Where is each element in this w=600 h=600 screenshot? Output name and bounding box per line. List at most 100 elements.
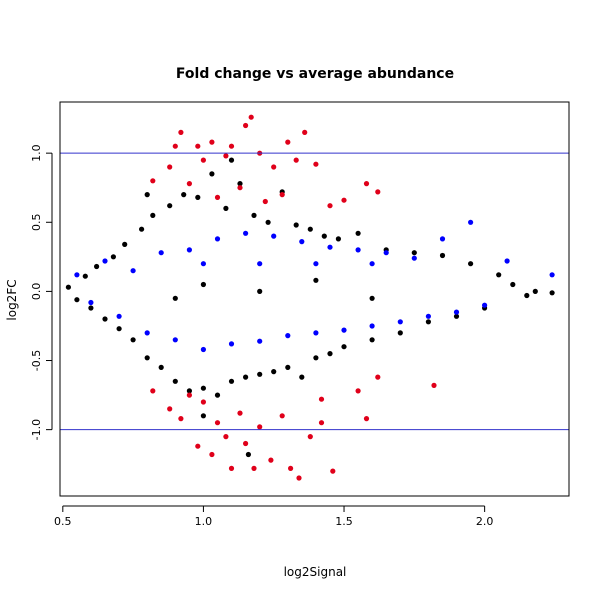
scatter-point — [262, 198, 268, 205]
scatter-point — [411, 250, 417, 256]
scatter-point — [439, 252, 446, 259]
scatter-point — [307, 434, 313, 440]
scatter-point — [223, 434, 229, 440]
scatter-point — [94, 263, 100, 270]
scatter-point — [251, 465, 257, 471]
scatter-point — [200, 346, 206, 353]
y-tick-label: 1.0 — [30, 144, 43, 162]
scatter-point — [299, 239, 305, 245]
scatter-point — [195, 443, 201, 449]
scatter-point — [431, 382, 437, 388]
scatter-point — [172, 143, 178, 149]
scatter-point — [327, 351, 333, 357]
scatter-point — [228, 143, 235, 149]
scatter-point — [355, 230, 361, 236]
scatter-point — [327, 203, 333, 209]
scatter-point — [369, 337, 375, 343]
scatter-point — [88, 305, 94, 311]
y-axis: -1.0 -0.5 0.0 0.5 1.0 — [30, 144, 53, 440]
scatter-point — [102, 258, 108, 264]
scatter-point — [186, 392, 192, 398]
scatter-point — [130, 268, 136, 274]
scatter-point — [186, 247, 192, 253]
scatter-point — [144, 192, 150, 198]
x-axis-label: log2Signal — [284, 565, 347, 579]
y-tick-label: -1.0 — [30, 419, 43, 440]
scatter-point — [369, 323, 375, 329]
x-tick-label: 1.0 — [195, 515, 213, 528]
scatter-point — [524, 292, 530, 299]
scatter-point — [549, 272, 555, 278]
x-tick-label: 0.5 — [54, 515, 72, 528]
scatter-point — [88, 299, 94, 306]
scatter-point — [257, 338, 263, 344]
scatter-point — [237, 185, 243, 191]
scatter-point — [158, 364, 164, 370]
scatter-point — [369, 261, 375, 267]
scatter-point — [167, 406, 173, 412]
scatter-point — [268, 457, 274, 463]
scatter-point — [299, 374, 305, 380]
scatter-point — [74, 297, 80, 303]
scatter-point — [228, 157, 235, 163]
scatter-point — [200, 413, 206, 419]
scatter-point — [223, 153, 229, 159]
scatter-point — [453, 309, 460, 315]
scatter-point — [355, 247, 361, 253]
scatter-point — [228, 378, 235, 384]
scatter-point — [82, 273, 88, 279]
scatter-point — [296, 475, 302, 481]
scatter-point — [195, 143, 201, 149]
scatter-point — [335, 236, 341, 242]
scatter-point — [341, 327, 347, 333]
scatter-point — [181, 192, 187, 198]
scatter-point — [425, 319, 431, 325]
scatter-point — [243, 122, 249, 129]
scatter-point — [468, 219, 474, 225]
scatter-point — [257, 424, 263, 430]
scatter-point — [257, 288, 263, 294]
scatter-point — [363, 416, 370, 422]
scatter-point — [257, 261, 263, 267]
scatter-point — [74, 272, 80, 278]
scatter-point — [397, 319, 403, 325]
scatter-point — [200, 399, 206, 405]
scatter-point — [330, 468, 336, 474]
scatter-point — [214, 392, 221, 398]
scatter-point — [102, 316, 108, 322]
scatter-point — [285, 139, 291, 145]
scatter-point — [200, 385, 206, 391]
scatter-point — [214, 420, 221, 426]
scatter-point — [313, 355, 319, 361]
scatter-point — [243, 440, 249, 447]
scatter-point — [288, 465, 294, 471]
x-axis: 0.5 1.0 1.5 2.0 — [54, 505, 493, 528]
scatter-point — [243, 374, 249, 380]
scatter-point — [214, 194, 221, 200]
scatter-point — [178, 416, 184, 422]
y-axis-label: log2FC — [5, 279, 19, 320]
scatter-point — [279, 192, 285, 198]
scatter-point — [265, 219, 271, 225]
scatter-point — [209, 139, 215, 145]
scatter-point — [293, 222, 299, 228]
scatter-point — [369, 295, 375, 301]
scatter-point — [130, 337, 136, 343]
scatter-point — [110, 254, 116, 260]
scatter-point — [313, 330, 319, 336]
scatter-point — [178, 129, 184, 135]
scatter-point — [228, 341, 235, 347]
scatter-point — [158, 250, 164, 256]
scatter-point — [510, 281, 516, 288]
scatter-point — [271, 164, 277, 170]
points-layer — [65, 114, 555, 481]
y-tick-label: 0.5 — [30, 214, 43, 232]
scatter-point — [504, 258, 510, 264]
scatter-point — [228, 465, 235, 471]
scatter-point — [453, 313, 460, 319]
scatter-point — [116, 313, 122, 319]
scatter-point — [313, 161, 319, 167]
scatter-point — [167, 203, 173, 209]
scatter-point — [200, 281, 206, 288]
